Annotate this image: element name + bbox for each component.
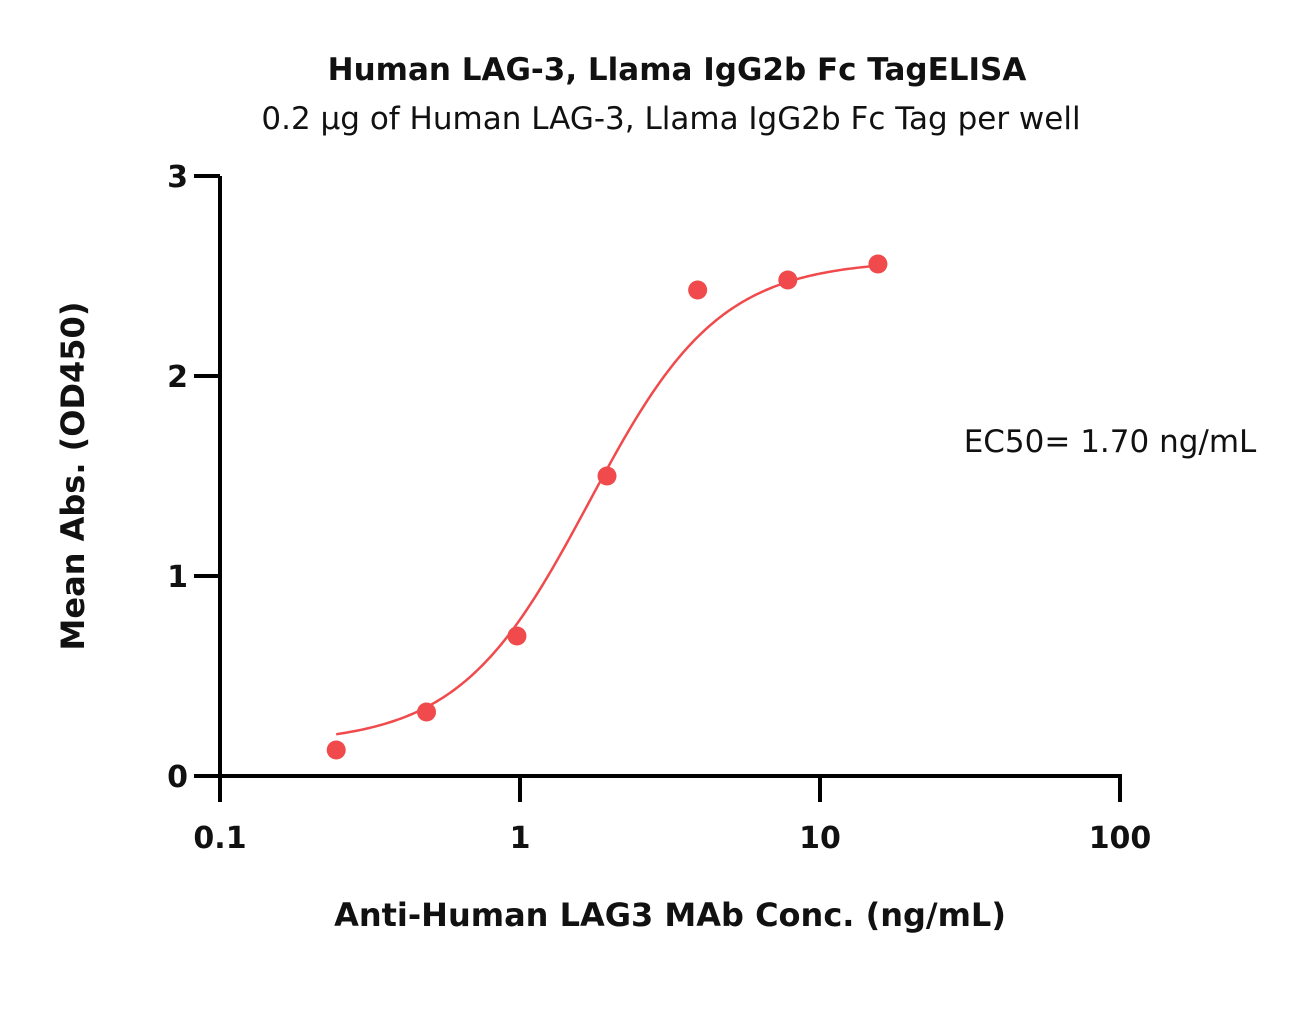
fit-curve [336,264,879,736]
chart-titles: Human LAG-3, Llama IgG2b Fc TagELISA 0.2… [261,52,1080,137]
y-tick-labels: 0 1 2 3 [167,160,188,795]
ec50-annotation: EC50= 1.70 ng/mL [964,424,1257,460]
axes [218,176,1122,778]
data-point [417,702,437,722]
x-tick-label: 0.1 [193,821,246,856]
chart-title: Human LAG-3, Llama IgG2b Fc TagELISA [328,52,1027,88]
y-tick-label: 2 [167,360,188,395]
data-point [778,270,798,290]
data-points [326,254,888,760]
x-axis-label: Anti-Human LAG3 MAb Conc. (ng/mL) [334,896,1006,934]
y-tick-label: 0 [167,760,188,795]
y-tick-label: 3 [167,160,188,195]
x-tick-label: 100 [1089,821,1152,856]
x-tick-label: 1 [510,821,531,856]
data-point [326,740,346,760]
chart-subtitle: 0.2 μg of Human LAG-3, Llama IgG2b Fc Ta… [261,101,1080,137]
x-tick-label: 10 [799,821,841,856]
data-point [597,466,617,486]
x-ticks [218,776,1122,802]
data-point [868,254,888,274]
y-ticks [194,174,220,778]
y-tick-label: 1 [167,560,188,595]
data-point [688,280,708,300]
x-tick-labels: 0.1 1 10 100 [193,821,1151,856]
data-point [507,626,527,646]
y-axis-label: Mean Abs. (OD450) [54,302,92,651]
